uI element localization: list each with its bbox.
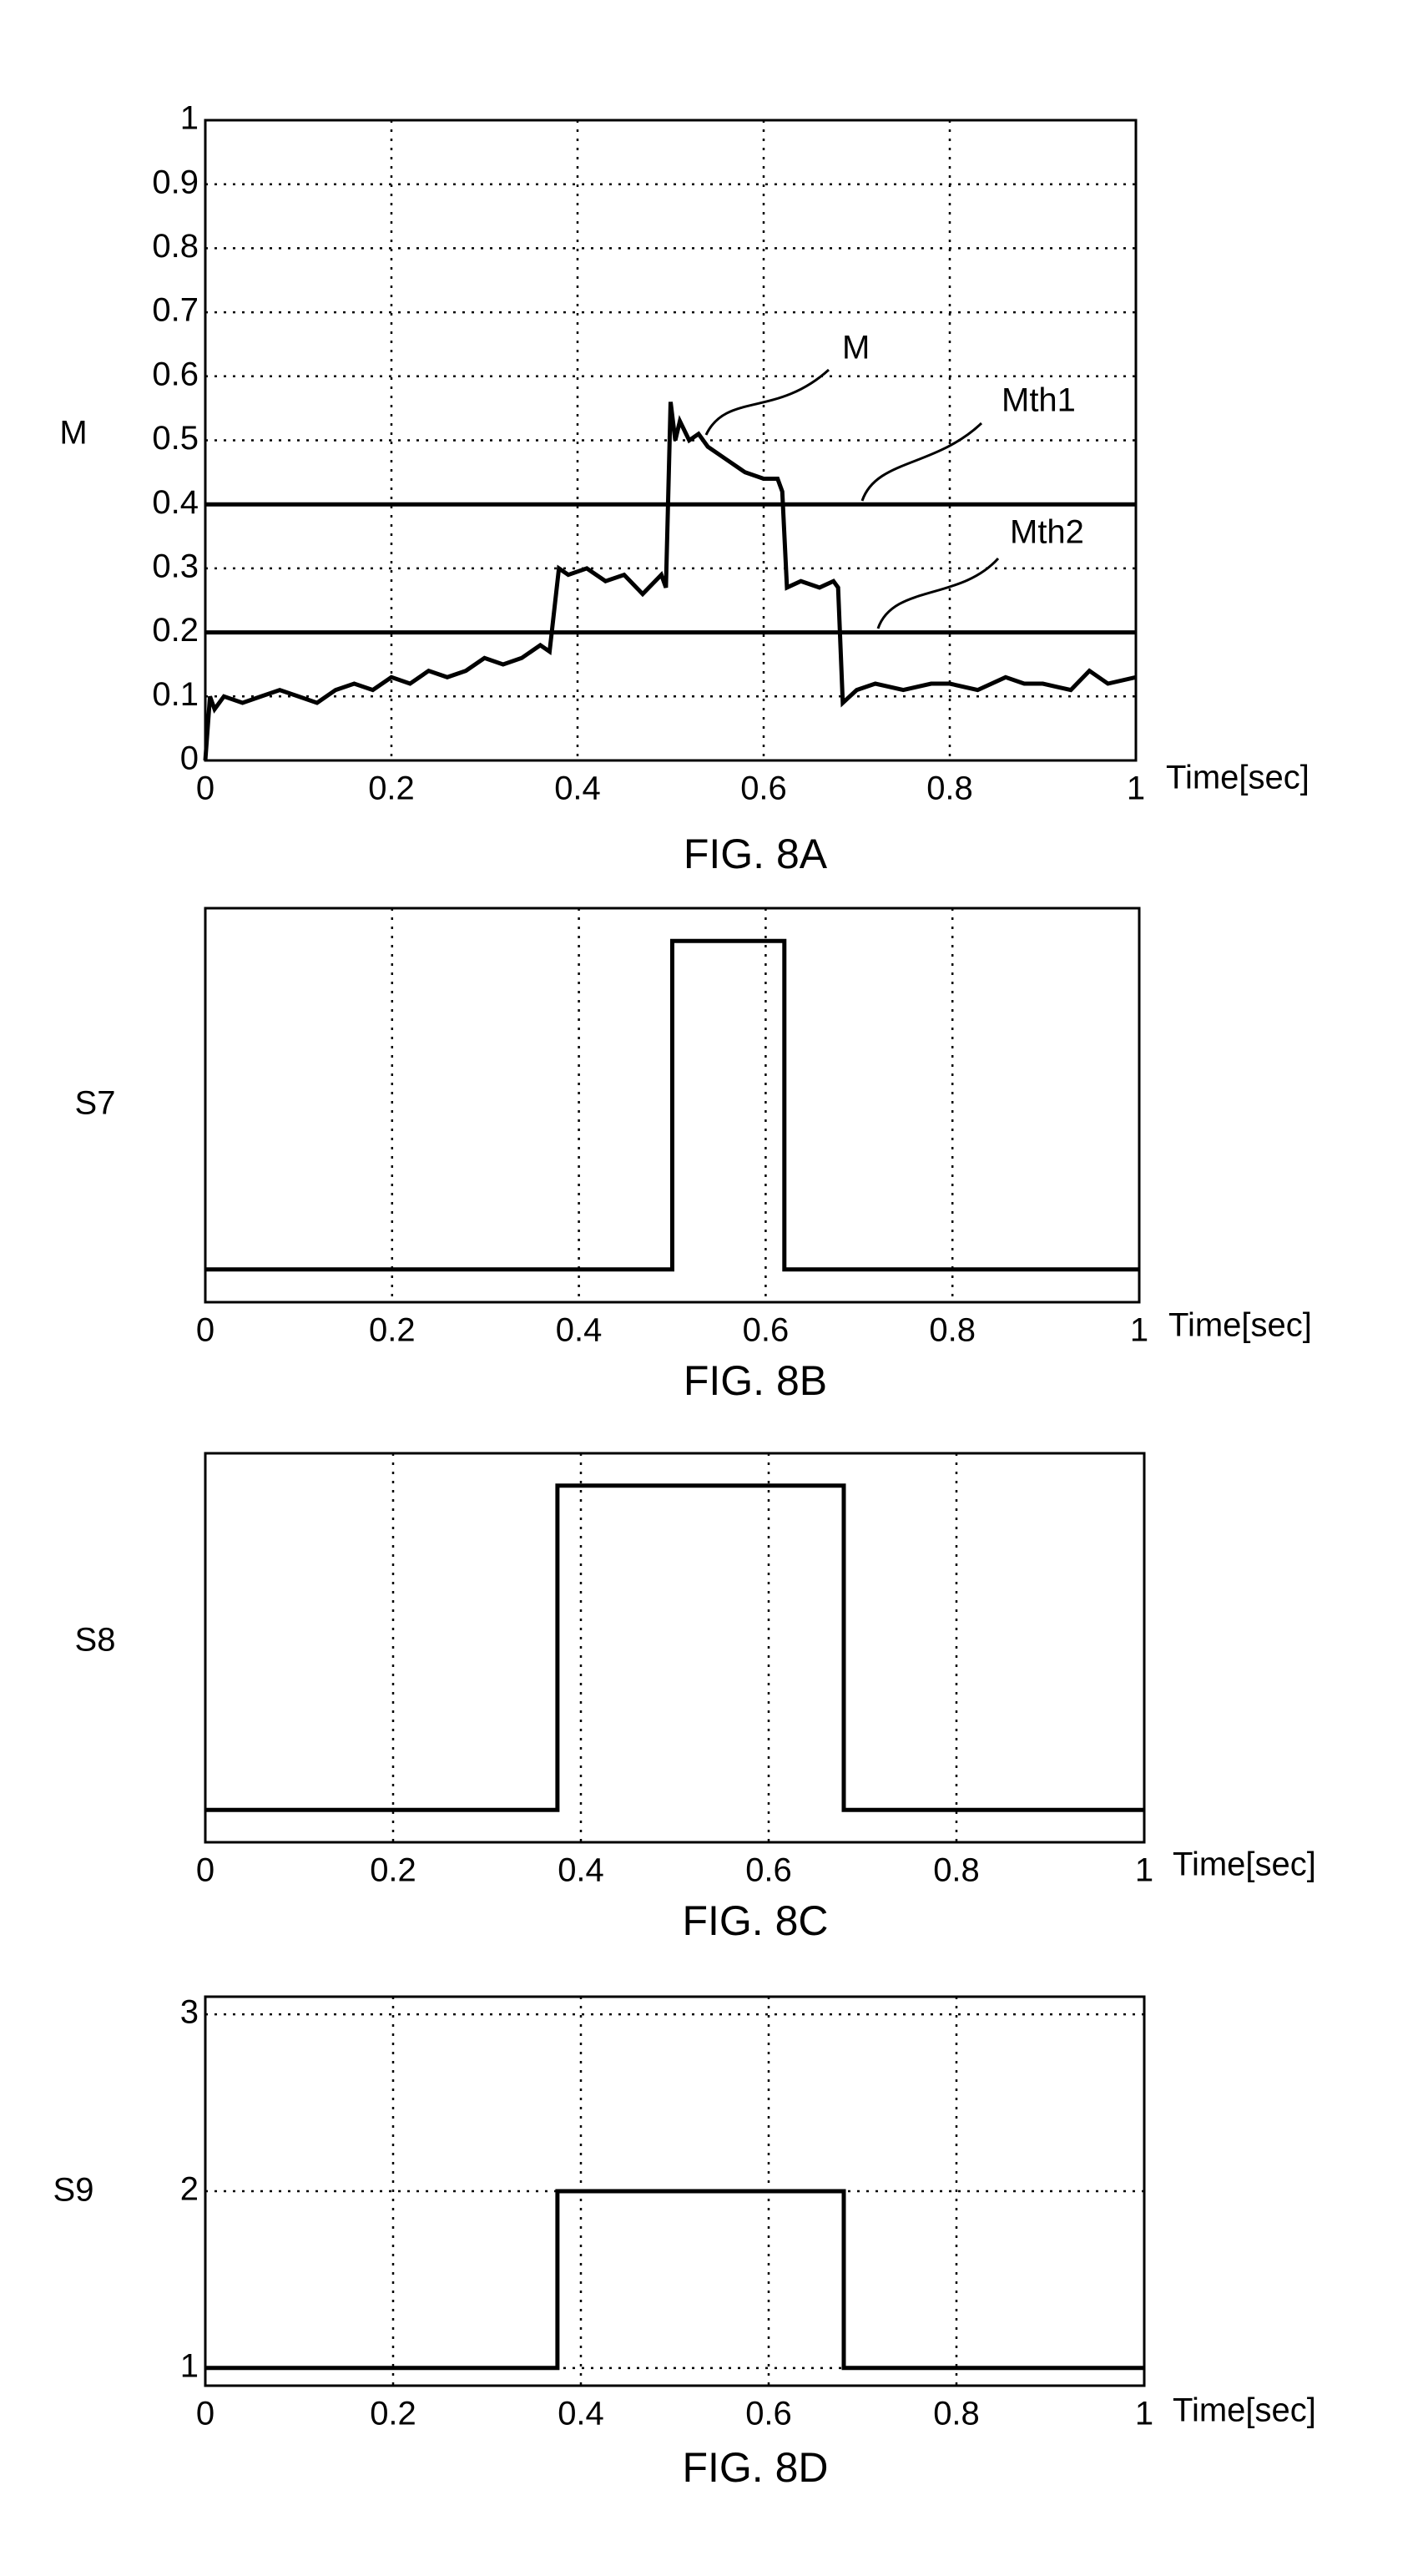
x-tick-label: 1 <box>1135 2396 1153 2432</box>
x-axis-label: Time[sec] <box>1168 1307 1312 1344</box>
annotation: M <box>842 330 870 366</box>
x-tick-label: 0.2 <box>370 2396 416 2432</box>
annotation: Mth1 <box>1002 382 1076 419</box>
y-tick-label: 0.2 <box>152 612 199 649</box>
data-line <box>205 402 1136 761</box>
leader-line <box>706 370 829 435</box>
x-axis-label: Time[sec] <box>1166 760 1309 796</box>
y-tick-label: 0.8 <box>152 228 199 265</box>
x-tick-label: 0.4 <box>558 2396 604 2432</box>
x-tick-label: 0.2 <box>370 1852 416 1889</box>
x-tick-label: 0 <box>196 1312 214 1349</box>
x-tick-label: 0.8 <box>933 1852 980 1889</box>
x-tick-label: 1 <box>1127 770 1145 807</box>
y-tick-label: 2 <box>180 2171 199 2208</box>
x-tick-label: 0.8 <box>926 770 973 807</box>
y-axis-label: S7 <box>75 1085 116 1122</box>
x-tick-label: 1 <box>1130 1312 1148 1349</box>
figure: 0 0.2 0.4 0.6 0.8 1 0 0.1 0.2 0.3 0.4 0.5 0.6 0.7 0.8 0… <box>0 0 1428 2576</box>
y-axis-label: S9 <box>53 2172 94 2209</box>
y-tick-label: 1 <box>180 100 199 137</box>
y-tick-label: 0.7 <box>152 292 199 329</box>
x-tick-label: 0.4 <box>554 770 601 807</box>
y-tick-label: 1 <box>180 2347 199 2384</box>
plot-frame <box>205 1453 1144 1842</box>
x-tick-label: 0.6 <box>743 1312 790 1349</box>
x-tick-label: 0.2 <box>368 770 415 807</box>
x-tick-label: 0 <box>196 770 214 807</box>
x-tick-label: 0.6 <box>740 770 787 807</box>
y-tick-label: 0.9 <box>152 164 199 200</box>
x-tick-label: 0 <box>196 1852 214 1889</box>
x-tick-label: 0.4 <box>558 1852 604 1889</box>
x-axis-label: Time[sec] <box>1173 1846 1316 1883</box>
x-tick-label: 0.2 <box>369 1312 416 1349</box>
y-tick-label: 0.4 <box>152 484 199 521</box>
y-tick-label: 0 <box>180 740 199 777</box>
y-axis-label: M <box>59 415 87 452</box>
y-axis-label: S8 <box>75 1622 116 1659</box>
y-tick-label: 3 <box>180 1994 199 2031</box>
x-tick-label: 0.6 <box>745 2396 792 2432</box>
y-tick-label: 0.1 <box>152 676 199 713</box>
x-tick-label: 0.8 <box>929 1312 976 1349</box>
figure-caption: FIG. 8D <box>682 2444 828 2491</box>
x-tick-label: 0 <box>196 2396 214 2432</box>
figure-caption: FIG. 8B <box>684 1357 827 1404</box>
y-tick-label: 0.3 <box>152 548 199 584</box>
leader-lines <box>706 370 998 629</box>
figure-caption: FIG. 8C <box>682 1897 828 1944</box>
leader-line <box>862 423 981 501</box>
x-tick-label: 0.4 <box>556 1312 603 1349</box>
y-tick-label: 0.5 <box>152 420 199 457</box>
data-line <box>205 1486 1144 1810</box>
y-tick-label: 0.6 <box>152 356 199 392</box>
x-tick-label: 1 <box>1135 1852 1153 1889</box>
x-axis-label: Time[sec] <box>1173 2392 1316 2429</box>
annotation: Mth2 <box>1010 514 1084 551</box>
x-tick-label: 0.8 <box>933 2396 980 2432</box>
figure-caption: FIG. 8A <box>684 831 828 877</box>
data-line <box>205 941 1139 1269</box>
x-tick-label: 0.6 <box>745 1852 792 1889</box>
data-line <box>205 2191 1144 2368</box>
